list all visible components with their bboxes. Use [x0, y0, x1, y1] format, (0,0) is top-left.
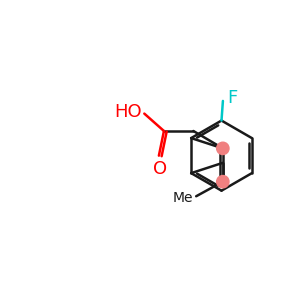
- Text: F: F: [227, 89, 237, 107]
- Text: Me: Me: [173, 191, 194, 205]
- Text: O: O: [153, 160, 167, 178]
- Circle shape: [217, 176, 229, 188]
- Text: HO: HO: [114, 103, 142, 121]
- Circle shape: [217, 142, 229, 154]
